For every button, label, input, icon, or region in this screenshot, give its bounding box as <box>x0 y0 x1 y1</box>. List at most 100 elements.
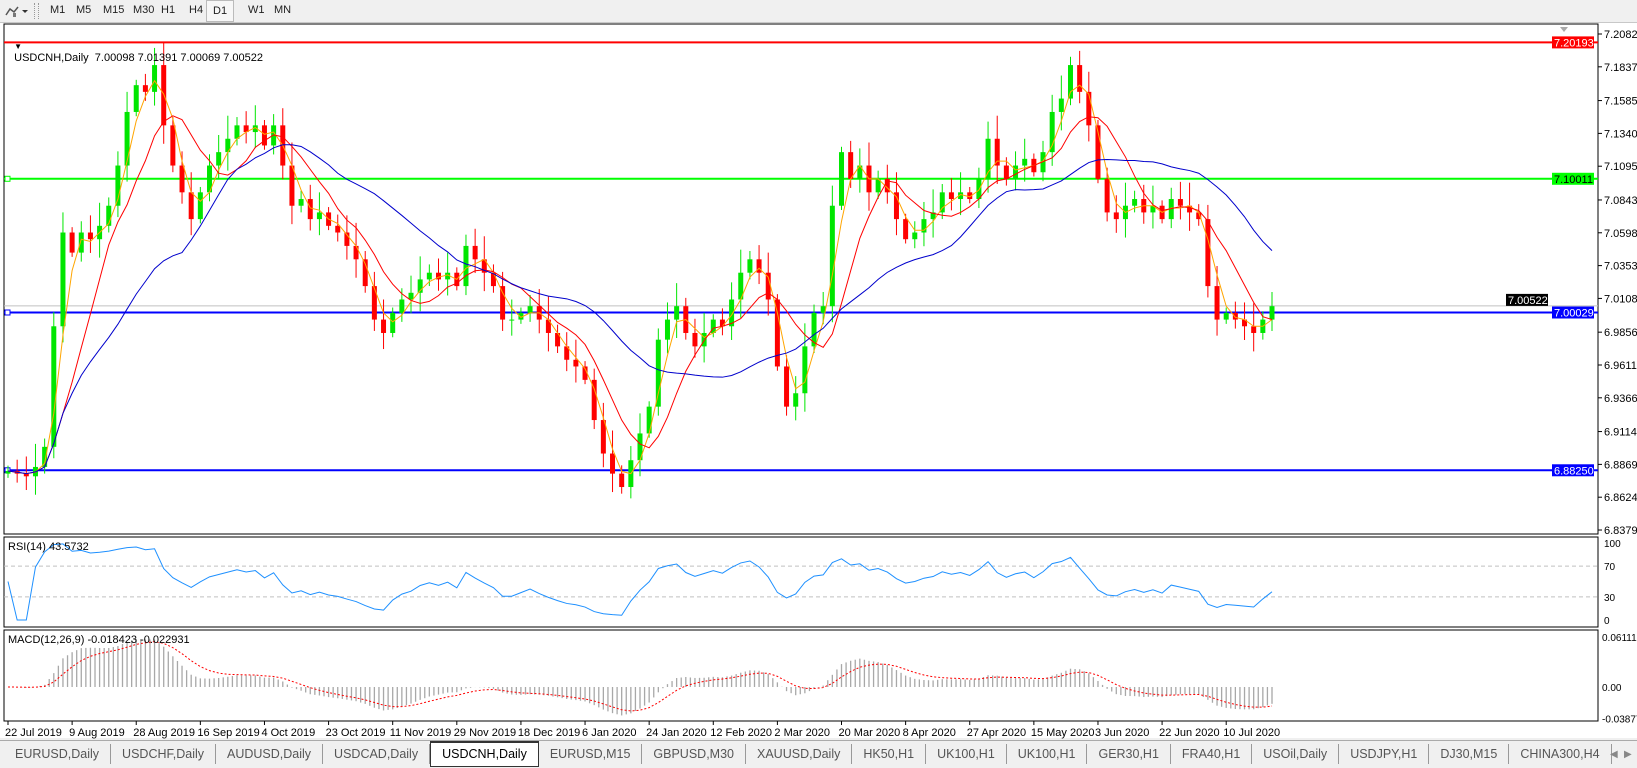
price-tick-label: 7.13400 <box>1604 128 1637 140</box>
price-axis: 7.20820 7.18370 7.15850 7.13400 7.10950 7.084… <box>1598 29 1637 537</box>
candle-body <box>1132 199 1138 206</box>
candle-body <box>87 232 93 240</box>
candle <box>573 339 579 383</box>
rsi-line <box>7 543 1273 621</box>
candle-body <box>500 286 506 320</box>
candle-body <box>509 319 515 321</box>
candle <box>921 201 927 247</box>
candle-body <box>261 125 267 146</box>
chart-tab[interactable]: GBPUSD,M30 <box>642 744 746 764</box>
candle-body <box>390 312 396 333</box>
date-tick-label: 2 Mar 2020 <box>774 727 830 739</box>
candle-body <box>848 152 854 179</box>
chart-header: ▼ USDCNH,Daily 7.00098 7.01391 7.00069 7… <box>8 28 263 64</box>
chart-tab[interactable]: USDCAD,Daily <box>323 744 431 764</box>
chart-type-button[interactable] <box>4 3 30 19</box>
toolbar-grip[interactable] <box>34 3 39 19</box>
date-tick-label: 10 Jul 2020 <box>1223 727 1280 739</box>
chart-tab[interactable]: GER30,H1 <box>1087 744 1171 764</box>
candle-body <box>188 192 194 220</box>
tab-scroll-left-icon[interactable]: ◀ <box>1610 749 1618 760</box>
candle <box>555 324 561 354</box>
candle-body <box>829 205 835 307</box>
price-level-label: 6.88250 <box>1554 465 1594 477</box>
candle <box>1113 195 1119 233</box>
date-tick-label: 23 Oct 2019 <box>326 727 386 739</box>
candle-body <box>674 306 680 320</box>
candle-body <box>381 319 387 333</box>
chart-tab[interactable]: UK100,H1 <box>1007 744 1088 764</box>
candle-body <box>619 473 625 488</box>
candle-body <box>472 245 478 260</box>
candle-body <box>701 332 707 347</box>
candle-body <box>490 272 496 287</box>
caret-down-icon[interactable]: ▼ <box>14 42 23 51</box>
candle <box>381 299 387 350</box>
candle-body <box>207 165 213 193</box>
date-tick-label: 6 Jan 2020 <box>582 727 636 739</box>
current-price-label: 7.00522 <box>1508 295 1548 307</box>
candle-body <box>5 470 11 474</box>
chart-tab[interactable]: EURUSD,M15 <box>539 744 643 764</box>
chart-tab[interactable]: USDCHF,Daily <box>111 744 216 764</box>
price-tick-label: 6.93660 <box>1604 393 1637 405</box>
candle <box>619 465 625 494</box>
chart-tab[interactable]: USOil,Daily <box>1252 744 1340 764</box>
chart-tab[interactable]: USDJPY,H1 <box>1339 744 1430 764</box>
candle <box>939 184 945 220</box>
candle-body <box>142 85 148 92</box>
macd-axis-label: 0.00 <box>1602 683 1622 694</box>
candle-body <box>1232 312 1238 320</box>
timeframe-w1[interactable]: W1 <box>248 4 265 16</box>
chart-tab[interactable]: UK100,H1 <box>926 744 1007 764</box>
date-tick-label: 27 Apr 2020 <box>967 727 1026 739</box>
candle-body <box>115 165 121 206</box>
timeframe-h4[interactable]: H4 <box>189 4 204 16</box>
candle <box>692 318 698 358</box>
timeframe-h1[interactable]: H1 <box>161 4 176 16</box>
tab-scroll-right-icon[interactable]: ▶ <box>1624 749 1632 760</box>
candle <box>133 79 139 117</box>
candle <box>875 170 881 199</box>
chart-tab[interactable]: CHINA300,H4 <box>1509 744 1612 764</box>
candle-body <box>884 178 890 193</box>
ma-fast-line <box>7 79 1273 475</box>
date-tick-label: 22 Jul 2019 <box>5 727 62 739</box>
rsi-pane <box>3 536 1599 628</box>
date-tick-label: 22 Jun 2020 <box>1159 727 1220 739</box>
timeframe-m30[interactable]: M30 <box>133 4 155 16</box>
chart-tab[interactable]: USDCNH,Daily <box>430 741 539 767</box>
candle-body <box>362 259 368 287</box>
candle <box>78 221 84 262</box>
timeframe-mn[interactable]: MN <box>274 4 292 16</box>
date-tick-label: 3 Jun 2020 <box>1095 727 1149 739</box>
candle <box>1177 181 1183 220</box>
chart-tab[interactable]: AUDUSD,Daily <box>216 744 324 764</box>
chart-tab[interactable]: XAUUSD,Daily <box>746 744 853 764</box>
candle <box>490 264 496 293</box>
candle-body <box>1058 98 1064 112</box>
price-chart[interactable]: 7.20820 7.18370 7.15850 7.13400 7.10950 7.084… <box>0 0 1637 740</box>
timeframe-m5[interactable]: M5 <box>76 4 92 16</box>
chart-tab[interactable]: HK50,H1 <box>852 744 927 764</box>
candle <box>188 172 194 236</box>
timeframe-m15[interactable]: M15 <box>103 4 125 16</box>
candle <box>756 245 762 285</box>
candle <box>252 105 258 149</box>
candle <box>371 271 377 331</box>
candle-body <box>958 192 964 200</box>
chart-tab[interactable]: DJ30,M15 <box>1429 744 1510 764</box>
candle-body <box>765 272 771 300</box>
candle-body <box>710 319 716 333</box>
chart-tab[interactable]: EURUSD,Daily <box>4 744 112 764</box>
candle-body <box>518 312 524 320</box>
candle-body <box>802 346 808 394</box>
macd-label: MACD(12,26,9) -0.018423 -0.022931 <box>8 634 190 646</box>
candle <box>207 154 213 202</box>
candle <box>1067 56 1073 106</box>
chart-tab[interactable]: FRA40,H1 <box>1171 744 1253 764</box>
timeframe-d1[interactable]: D1 <box>206 0 235 22</box>
candle <box>1086 71 1092 142</box>
timeframe-m1[interactable]: M1 <box>50 4 66 16</box>
candle-body <box>106 205 112 226</box>
